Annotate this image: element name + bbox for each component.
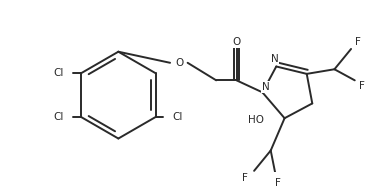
Text: O: O	[232, 37, 241, 46]
Text: O: O	[175, 58, 183, 68]
Text: Cl: Cl	[54, 112, 64, 122]
Text: N: N	[262, 82, 270, 92]
Text: N: N	[271, 54, 278, 64]
Text: Cl: Cl	[54, 68, 64, 78]
Text: F: F	[359, 81, 365, 91]
Text: F: F	[275, 178, 281, 186]
Text: Cl: Cl	[172, 112, 183, 122]
Text: F: F	[355, 37, 360, 46]
Text: HO: HO	[248, 115, 264, 125]
Text: F: F	[242, 173, 248, 183]
